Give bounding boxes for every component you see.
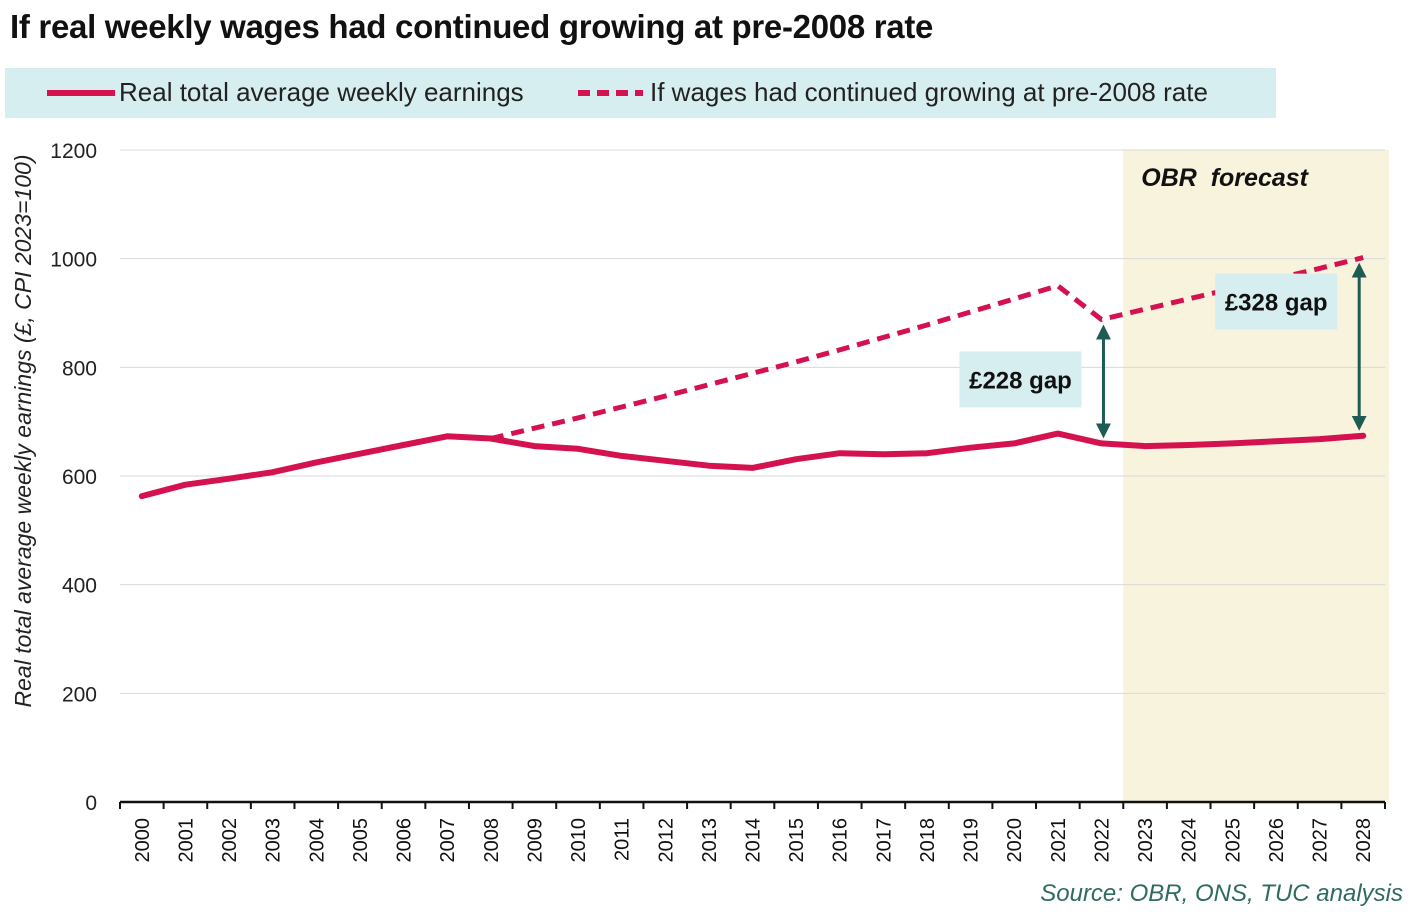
x-tick-label: 2008	[481, 818, 503, 863]
x-tick-label: 2006	[394, 818, 416, 863]
x-tick-label: 2019	[961, 818, 983, 863]
y-axis-label: Real total average weekly earnings (£, C…	[10, 155, 36, 708]
y-tick-label: 200	[62, 683, 97, 706]
series-line-actual	[138, 430, 1367, 500]
chart-title: If real weekly wages had continued growi…	[10, 8, 934, 45]
legend-label-actual: Real total average weekly earnings	[119, 77, 524, 107]
x-tick-label: 2024	[1179, 818, 1201, 863]
x-tick-label: 2010	[568, 818, 590, 863]
x-tick-label: 2015	[786, 818, 808, 863]
gap-label: £228 gap	[969, 367, 1072, 394]
x-tick-label: 2009	[524, 818, 546, 863]
x-tick-label: 2012	[655, 818, 677, 863]
legend-background	[5, 68, 1276, 118]
y-tick-label: 400	[62, 575, 97, 598]
x-tick-label: 2016	[830, 818, 852, 863]
y-tick-label: 800	[62, 357, 97, 380]
x-tick-label: 2017	[873, 818, 895, 863]
x-tick-label: 2022	[1092, 818, 1114, 863]
x-tick-label: 2023	[1135, 818, 1157, 863]
x-tick-label: 2004	[306, 818, 328, 863]
source-note: Source: OBR, ONS, TUC analysis	[1040, 880, 1403, 907]
y-tick-label: 1000	[50, 249, 97, 272]
x-tick-label: 2011	[612, 818, 634, 861]
y-tick-label: 0	[85, 792, 97, 815]
x-tick-label: 2003	[263, 818, 285, 863]
x-tick-label: 2025	[1222, 818, 1244, 863]
x-tick-label: 2014	[743, 818, 765, 863]
x-tick-label: 2013	[699, 818, 721, 863]
x-tick-label: 2000	[132, 818, 154, 863]
x-tick-label: 2005	[350, 818, 372, 863]
x-tick-label: 2028	[1353, 818, 1375, 863]
x-tick-label: 2020	[1004, 818, 1026, 863]
x-tick-label: 2026	[1266, 818, 1288, 863]
y-tick-label: 600	[62, 466, 97, 489]
gap-label: £328 gap	[1225, 290, 1328, 317]
x-tick-label: 2007	[437, 818, 459, 863]
x-tick-label: 2002	[219, 818, 241, 863]
x-tick-label: 2021	[1048, 818, 1070, 863]
x-tick-label: 2018	[917, 818, 939, 863]
legend: Real total average weekly earnings If wa…	[5, 68, 1276, 118]
x-tick-label: 2001	[175, 818, 197, 863]
legend-label-counterfactual: If wages had continued growing at pre-20…	[650, 77, 1208, 107]
gap-label-box	[1215, 273, 1338, 330]
gap-label-box	[959, 351, 1082, 408]
y-tick-label: 1200	[50, 140, 97, 163]
forecast-label: OBR forecast	[1141, 164, 1309, 192]
x-tick-label: 2027	[1310, 818, 1332, 863]
